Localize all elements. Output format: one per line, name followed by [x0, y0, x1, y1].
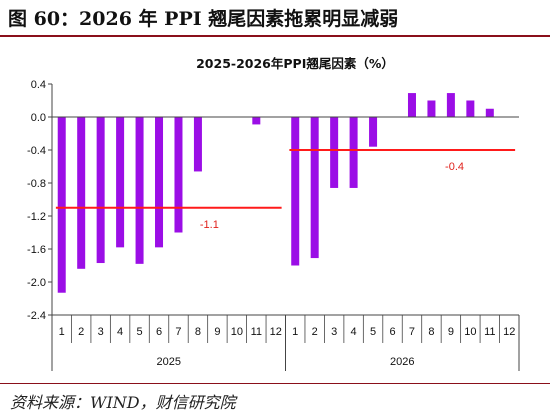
bar-2025-5 [135, 117, 144, 264]
x-tick-label: 6 [156, 326, 162, 338]
bar-2026-4 [349, 117, 358, 188]
bars [57, 93, 494, 293]
reference-lines: -1.1 -0.4 [55, 149, 516, 231]
title-divider [0, 35, 550, 37]
y-tick-label: -1.2 [27, 211, 46, 223]
bar-2025-1 [57, 117, 66, 293]
x-tick-label: 1 [59, 326, 65, 338]
bar-2026-1 [291, 117, 300, 266]
bar-2025-3 [96, 117, 105, 264]
group-label-2025: 2025 [157, 356, 181, 368]
y-tick-label: 0.4 [31, 79, 46, 91]
bar-2025-11 [252, 117, 261, 125]
x-tick-label: 10 [464, 326, 476, 338]
x-tick-label: 5 [137, 326, 143, 338]
bar-2025-8 [193, 117, 202, 172]
x-tick-label: 5 [370, 326, 376, 338]
chart-title: 2025-2026年PPI翘尾因素（%） [196, 56, 394, 71]
x-tick-label: 7 [409, 326, 415, 338]
bar-2026-8 [427, 100, 436, 117]
y-tick-label: -2.0 [27, 277, 46, 289]
x-tick-label: 3 [331, 326, 337, 338]
source-divider [0, 383, 550, 384]
bar-2026-3 [330, 117, 339, 188]
x-tick-label: 12 [270, 326, 282, 338]
x-tick-label: 6 [389, 326, 395, 338]
bar-2025-2 [77, 117, 86, 269]
x-tick-label: 4 [351, 326, 357, 338]
y-tick-label: 0.0 [31, 112, 46, 124]
x-tick-label: 10 [231, 326, 243, 338]
x-tick-label: 2 [312, 326, 318, 338]
x-tick-label: 12 [503, 326, 515, 338]
x-tick-label: 9 [448, 326, 454, 338]
bar-2025-4 [116, 117, 125, 248]
x-tick-label: 3 [98, 326, 104, 338]
source-note: 资料来源：WIND，财信研究院 [10, 393, 236, 412]
x-tick-label: 8 [428, 326, 434, 338]
y-tick-label: -0.4 [27, 145, 46, 157]
x-tick-label: 4 [117, 326, 123, 338]
y-tick-label: -1.6 [27, 244, 46, 256]
bar-2026-7 [407, 93, 416, 117]
x-tick-label: 1 [292, 326, 298, 338]
bar-2025-6 [155, 117, 164, 248]
figure-title: 图 60：2026 年 PPI 翘尾因素拖累明显减弱 [8, 8, 399, 30]
x-tick-label: 8 [195, 326, 201, 338]
x-tick-label: 2 [78, 326, 84, 338]
bar-2026-2 [310, 117, 319, 259]
reference-label-2025: -1.1 [200, 219, 219, 231]
y-tick-label: -2.4 [27, 310, 46, 322]
group-label-2026: 2026 [390, 356, 414, 368]
x-tick-label: 7 [175, 326, 181, 338]
bar-2026-5 [369, 117, 378, 147]
bar-2026-11 [485, 108, 494, 117]
bar-2026-9 [446, 93, 455, 117]
bar-2026-10 [466, 100, 475, 117]
y-axis: 0.4 0.0 -0.4 -0.8 -1.2 -1.6 -2.0 -2.4 [27, 79, 53, 322]
x-tick-label: 9 [214, 326, 220, 338]
reference-label-2026: -0.4 [445, 161, 464, 173]
bar-2025-7 [174, 117, 183, 233]
x-tick-label: 11 [251, 326, 262, 338]
x-tick-label: 11 [484, 326, 495, 338]
y-tick-label: -0.8 [27, 178, 46, 190]
